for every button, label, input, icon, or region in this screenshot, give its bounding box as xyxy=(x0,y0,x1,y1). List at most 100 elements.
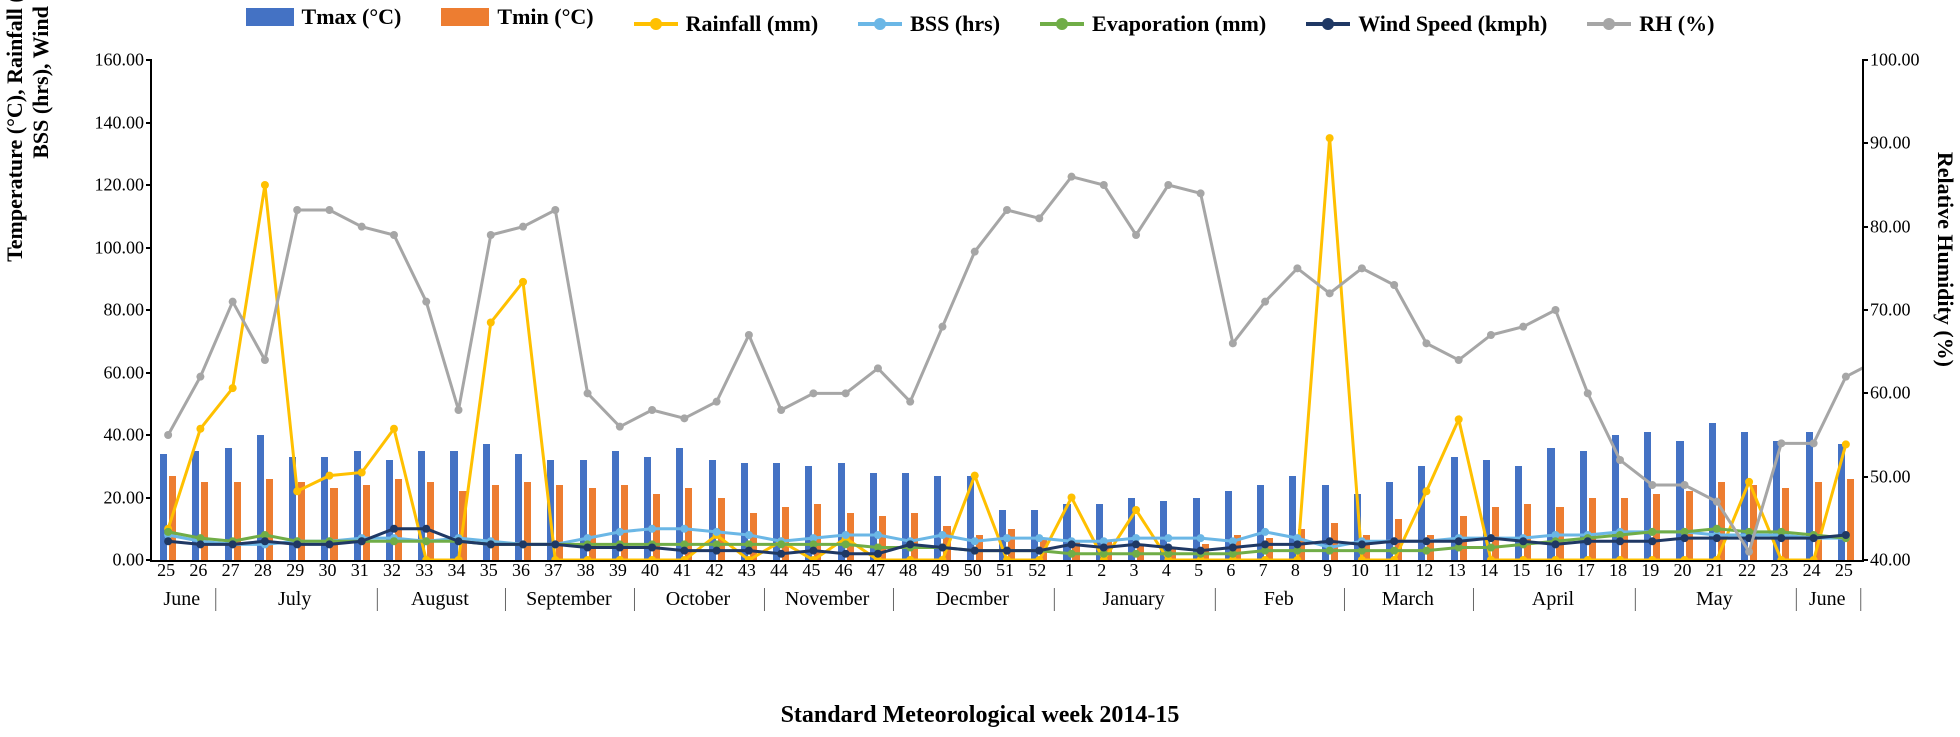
legend-item-tmin: Tmin (°C) xyxy=(441,4,593,30)
bar-tmax xyxy=(386,460,393,560)
bar-tmin xyxy=(943,526,950,560)
xtick-week: 36 xyxy=(512,560,530,581)
ytick-left: 100.00 xyxy=(95,237,153,258)
bar-tmax xyxy=(160,454,167,560)
bar-tmax xyxy=(741,463,748,560)
bar-tmax xyxy=(1676,441,1683,560)
xtick-week: 30 xyxy=(318,560,336,581)
bar-tmax xyxy=(289,457,296,560)
xtick-week: 47 xyxy=(867,560,885,581)
xtick-month: January xyxy=(1052,588,1216,611)
bar-tmax xyxy=(483,444,490,560)
xtick-week: 27 xyxy=(222,560,240,581)
bar-tmax xyxy=(870,473,877,561)
xtick-week: 19 xyxy=(1641,560,1659,581)
ytick-left: 20.00 xyxy=(104,487,153,508)
bar-tmax xyxy=(1741,432,1748,560)
bar-tmin xyxy=(556,485,563,560)
bar-tmax xyxy=(709,460,716,560)
xtick-week: 11 xyxy=(1383,560,1400,581)
bar-tmax xyxy=(1644,432,1651,560)
ytick-left: 160.00 xyxy=(95,50,153,71)
bar-tmin xyxy=(1492,507,1499,560)
bar-tmax xyxy=(257,435,264,560)
ytick-left: 60.00 xyxy=(104,362,153,383)
xtick-week: 43 xyxy=(738,560,756,581)
xtick-week: 15 xyxy=(1512,560,1530,581)
xtick-week: 22 xyxy=(1738,560,1756,581)
legend-label: RH (%) xyxy=(1639,11,1714,37)
bar-tmax xyxy=(1386,482,1393,560)
xtick-week: 25 xyxy=(157,560,175,581)
xtick-week: 31 xyxy=(351,560,369,581)
ytick-right: 100.00 xyxy=(1862,50,1920,71)
ytick-left: 140.00 xyxy=(95,112,153,133)
bar-tmin xyxy=(782,507,789,560)
bar-tmin xyxy=(492,485,499,560)
bar-tmin xyxy=(1234,535,1241,560)
bar-tmin xyxy=(330,488,337,560)
legend-label: Evaporation (mm) xyxy=(1092,11,1266,37)
ytick-right: 90.00 xyxy=(1862,133,1911,154)
xtick-week: 33 xyxy=(415,560,433,581)
bar-tmin xyxy=(1395,519,1402,560)
bar-tmin xyxy=(1750,485,1757,560)
bar-tmax xyxy=(515,454,522,560)
xtick-month: May xyxy=(1633,588,1797,611)
ytick-left: 120.00 xyxy=(95,175,153,196)
bar-tmin xyxy=(1363,535,1370,560)
bar-tmax xyxy=(1612,435,1619,560)
bar-tmin xyxy=(1202,544,1209,560)
xtick-week: 21 xyxy=(1706,560,1724,581)
bar-tmax xyxy=(225,448,232,561)
legend-item-rh: RH (%) xyxy=(1587,11,1714,37)
bar-tmax xyxy=(902,473,909,561)
xtick-week: 9 xyxy=(1323,560,1332,581)
legend-label: Tmin (°C) xyxy=(497,4,593,30)
bar-tmax xyxy=(612,451,619,560)
ytick-right: 80.00 xyxy=(1862,216,1911,237)
legend-label: BSS (hrs) xyxy=(910,11,1000,37)
xtick-week: 52 xyxy=(1028,560,1046,581)
xtick-week: 17 xyxy=(1577,560,1595,581)
xtick-week: 51 xyxy=(996,560,1014,581)
bar-tmax xyxy=(580,460,587,560)
bar-tmin xyxy=(1072,541,1079,560)
bar-tmax xyxy=(1773,441,1780,560)
ytick-right: 50.00 xyxy=(1862,466,1911,487)
bar-tmin xyxy=(1524,504,1531,560)
y-axis-left-title: Temperature (°C), Rainfall (mm), Evapora… xyxy=(2,0,54,324)
x-axis-title: Standard Meteorological week 2014-15 xyxy=(781,702,1180,729)
xtick-week: 46 xyxy=(835,560,853,581)
xtick-week: 32 xyxy=(383,560,401,581)
bar-tmax xyxy=(450,451,457,560)
legend-label: Rainfall (mm) xyxy=(686,11,819,37)
xtick-month: November xyxy=(762,588,894,611)
xtick-month: April xyxy=(1471,588,1635,611)
legend: Tmax (°C) Tmin (°C) Rainfall (mm) BSS (hrs)… xyxy=(0,4,1960,37)
bar-tmax xyxy=(1483,460,1490,560)
bar-tmax xyxy=(1063,504,1070,560)
bar-tmax xyxy=(644,457,651,560)
bar-tmax xyxy=(1096,504,1103,560)
xtick-week: 50 xyxy=(964,560,982,581)
xtick-month: Decmber xyxy=(891,588,1055,611)
xtick-week: 8 xyxy=(1291,560,1300,581)
bar-tmin xyxy=(911,513,918,560)
legend-label: Wind Speed (kmph) xyxy=(1358,11,1547,37)
bar-tmin xyxy=(459,491,466,560)
bar-tmin xyxy=(1460,516,1467,560)
bar-tmin xyxy=(1266,538,1273,560)
bar-tmin xyxy=(1105,541,1112,560)
bar-tmax xyxy=(1547,448,1554,561)
ytick-right: 40.00 xyxy=(1862,550,1911,571)
bar-tmax xyxy=(1580,451,1587,560)
bar-tmin xyxy=(1169,548,1176,561)
legend-item-tmax: Tmax (°C) xyxy=(246,4,402,30)
xtick-month: August xyxy=(374,588,506,611)
bar-tmin xyxy=(1686,491,1693,560)
bar-tmax xyxy=(1193,498,1200,561)
bar-tmax xyxy=(1709,423,1716,561)
bar-tmax xyxy=(1289,476,1296,560)
bar-tmin xyxy=(1556,507,1563,560)
